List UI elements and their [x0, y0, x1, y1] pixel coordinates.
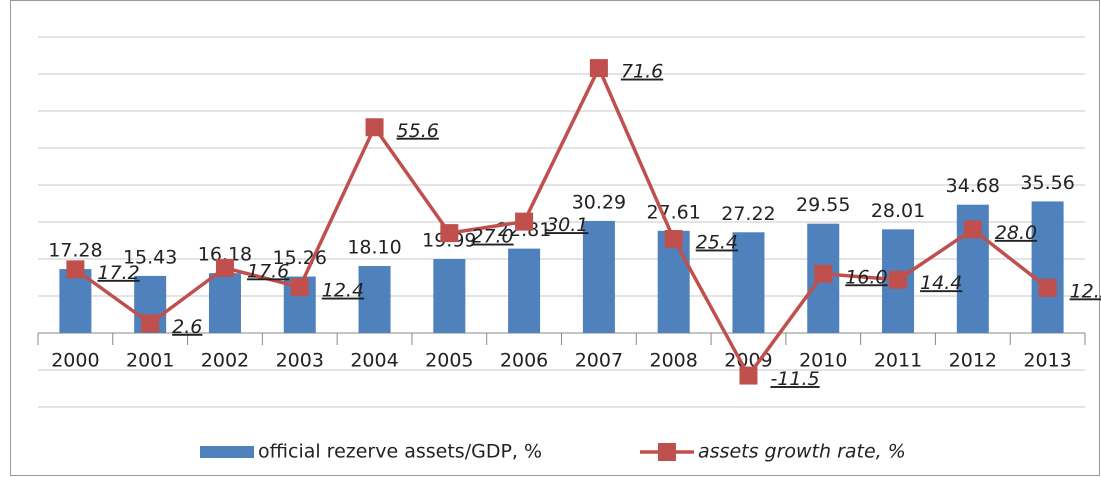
- line: [74, 63, 1049, 379]
- chart-frame: [10, 0, 1100, 476]
- line-value-label: 28.0: [995, 222, 1037, 244]
- line-marker: [589, 59, 608, 78]
- line-marker: [963, 220, 982, 239]
- bar: [358, 266, 391, 333]
- line-marker: [814, 264, 833, 283]
- line-value-label: 12.2: [1070, 280, 1101, 302]
- line-value-label: 30.1: [546, 214, 588, 236]
- line-value-label: 25.4: [696, 232, 738, 254]
- line-value-label: 12.4: [322, 280, 364, 302]
- x-tick-label: 2011: [874, 350, 922, 372]
- line-value-label: 14.4: [920, 272, 962, 294]
- bar-value-label: 18.10: [347, 237, 401, 259]
- bar: [59, 269, 92, 333]
- line-marker: [215, 258, 234, 277]
- x-tick-label: 2007: [575, 350, 623, 372]
- x-tick-label: 2003: [276, 350, 324, 372]
- x-tick-label: 2006: [500, 350, 548, 372]
- x-tick-label: 2013: [1023, 350, 1071, 372]
- legend-label: official rezerve assets/GDP, %: [258, 441, 542, 463]
- bar: [1031, 201, 1064, 333]
- line-marker: [290, 278, 309, 297]
- x-tick-label: 2000: [51, 350, 99, 372]
- bar-value-label: 30.29: [572, 191, 626, 213]
- line-marker: [66, 260, 85, 279]
- bar-value-label: 15.26: [273, 247, 327, 269]
- bar-value-label: 28.01: [871, 200, 925, 222]
- bar: [433, 259, 466, 333]
- bar-value-label: 35.56: [1020, 172, 1074, 194]
- legend-label: assets growth rate, %: [698, 441, 906, 463]
- bar-value-label: 27.22: [721, 203, 775, 225]
- bar: [732, 232, 765, 333]
- x-tick-label: 2012: [949, 350, 997, 372]
- legend-swatch: [200, 446, 254, 458]
- line-value-label: 2.6: [172, 316, 202, 338]
- line-marker: [515, 212, 534, 231]
- line-value-label: 27.0: [471, 226, 513, 248]
- bar-value-label: 27.61: [646, 201, 700, 223]
- line-marker: [739, 366, 758, 385]
- x-tick-label: 2008: [649, 350, 697, 372]
- line-value-label: 55.6: [397, 120, 439, 142]
- line-marker: [664, 230, 683, 249]
- line-value-label: -11.5: [770, 368, 819, 390]
- x-tick-label: 2004: [350, 350, 398, 372]
- line-value-label: 16.0: [845, 266, 887, 288]
- line-value-label: 71.6: [621, 61, 663, 83]
- bar-value-label: 15.43: [123, 246, 177, 268]
- x-tick-label: 2010: [799, 350, 847, 372]
- bar: [582, 220, 615, 333]
- line-marker: [440, 224, 459, 243]
- x-tick-label: 2001: [126, 350, 174, 372]
- line-marker: [889, 270, 908, 289]
- line-value-label: 17.6: [247, 260, 289, 282]
- legend-swatch-marker: [658, 443, 676, 461]
- bar-value-label: 17.28: [48, 240, 102, 262]
- x-tick-label: 2005: [425, 350, 473, 372]
- bar-value-label: 29.55: [796, 194, 850, 216]
- line-value-label: 17.2: [97, 262, 139, 284]
- line-marker: [1038, 278, 1057, 297]
- bar-value-label: 34.68: [946, 175, 1000, 197]
- bar: [508, 248, 541, 333]
- line-marker: [365, 118, 384, 137]
- bar: [208, 273, 241, 333]
- line-marker: [141, 314, 160, 333]
- bar-value-label: 16.18: [198, 244, 252, 266]
- x-tick-label: 2002: [201, 350, 249, 372]
